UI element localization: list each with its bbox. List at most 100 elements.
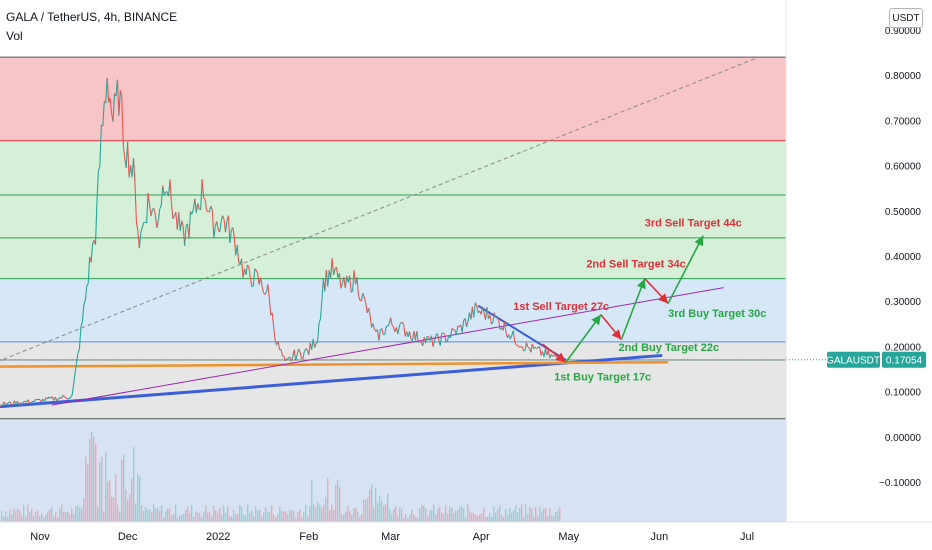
volume-bar [301,516,303,522]
volume-bar [423,505,425,522]
price-segment [295,354,298,361]
volume-bar [279,506,281,522]
volume-bar [51,507,53,522]
volume-bar [343,514,345,522]
price-segment [210,205,213,211]
volume-bar [335,485,337,522]
price-segment [461,320,465,333]
volume-bar [385,503,387,522]
volume-bar [141,505,143,522]
price-segment [77,348,80,354]
volume-histogram [1,432,561,522]
volume-bar [87,464,89,522]
volume-bar [531,508,533,522]
y-tick-label: 0.00000 [885,433,922,444]
volume-bar [213,506,215,522]
volume-bar [361,514,363,522]
volume-bar [527,514,529,522]
volume-bar [283,511,285,522]
volume-bar [299,509,301,522]
projection-arrows [542,235,704,363]
volume-bar [275,517,277,522]
price-segment [81,304,85,322]
volume-bar [519,507,521,522]
volume-bar [483,508,485,522]
volume-bar [149,509,151,522]
volume-bar [153,504,155,522]
price-segment [220,215,224,222]
x-tick-label: Dec [118,531,138,543]
price-segment [318,318,321,324]
volume-bar [525,504,527,522]
volume-bar [157,507,159,522]
price-segment [255,270,259,274]
price-segment [384,326,387,335]
price-segment [524,342,527,351]
volume-bar [187,506,189,522]
price-segment [119,90,123,98]
volume-bar [257,510,259,522]
price-segment [284,358,288,362]
volume-bar [477,515,479,522]
volume-bar [473,512,475,522]
price-segment [482,306,485,314]
price-segment [521,346,525,352]
price-segment [116,79,120,116]
price-segment [206,209,209,213]
price-segment [290,356,294,362]
volume-bar [7,516,9,522]
volume-bar [111,496,113,522]
volume-bar [509,508,511,522]
price-segment [344,275,348,289]
volume-bar [169,508,171,522]
x-tick-label: Apr [473,531,490,543]
price-segment [254,268,257,271]
price-segment [242,268,246,278]
volume-bar [15,511,17,522]
price-segment [267,284,270,299]
x-tick-label: Mar [381,531,400,543]
last-price-tag [882,351,926,368]
price-segment [194,198,197,213]
price-segment [514,341,517,346]
volume-bar [177,517,179,522]
price-segment [312,338,316,348]
volume-bar [155,508,157,522]
price-segment [204,199,208,211]
target-annotations: 1st Sell Target 27c 2nd Sell Target 34c 3r… [513,218,766,384]
volume-indicator-label[interactable]: Vol [6,29,23,43]
volume-bar [179,515,181,522]
price-segment [362,292,365,298]
volume-bar [559,507,561,522]
price-segment [372,323,376,330]
horizontal-levels [0,56,880,420]
price-segment [439,333,443,346]
price-segment [257,273,260,285]
target-label-0: 1st Sell Target 27c [513,301,609,313]
volume-bar [305,504,307,522]
volume-bar [461,506,463,522]
price-segment [121,96,124,145]
volume-bar [449,506,451,522]
price-segment [422,337,425,346]
currency-button[interactable]: USDT [889,8,923,28]
volume-bar [105,452,107,522]
price-segment [498,320,501,330]
price-segment [154,215,158,228]
volume-bar [85,456,87,522]
volume-bar [205,505,207,522]
price-segment [390,317,393,326]
price-segment [141,222,145,228]
volume-bar [5,511,7,522]
volume-bar [269,511,271,522]
price-segment [9,401,12,405]
volume-bar [217,513,219,522]
price-segment [264,291,267,295]
price-segment [315,341,318,344]
volume-bar [331,504,333,522]
price-segment [219,221,222,233]
volume-bar [339,487,341,522]
price-segment [200,179,203,210]
x-tick-label: May [558,531,579,543]
